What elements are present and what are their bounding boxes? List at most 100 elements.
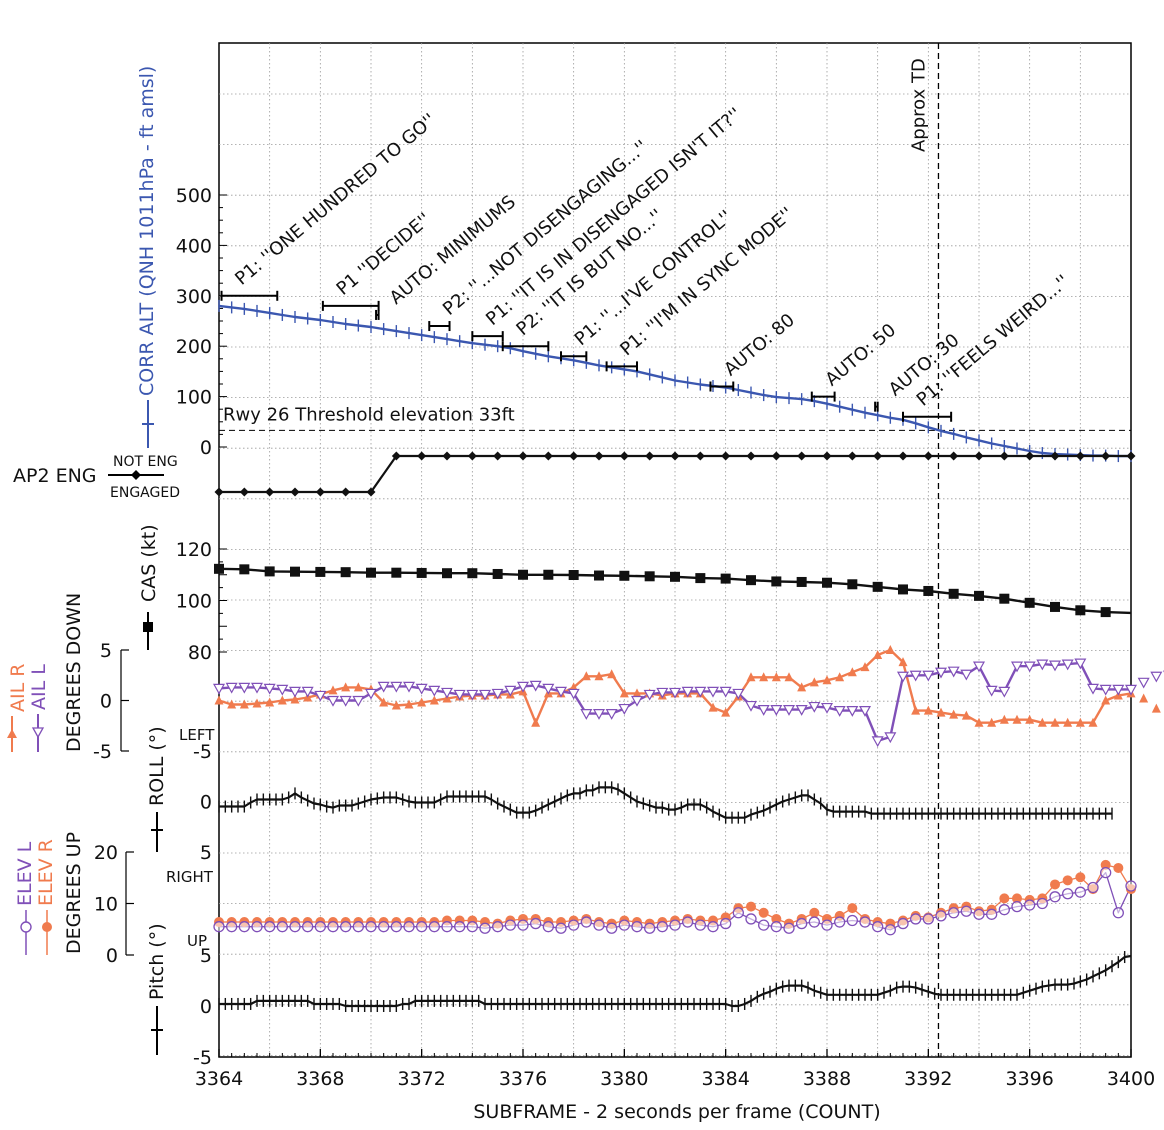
pitch-tick-label: 0 xyxy=(200,996,212,1018)
cas-point xyxy=(1101,607,1111,617)
pitch-tick-label: 5 xyxy=(200,945,212,967)
elev-l-point xyxy=(746,914,756,924)
ap2-point xyxy=(924,452,933,461)
elev-l-point xyxy=(683,917,693,927)
cas-axis-title: CAS (kt) xyxy=(138,524,160,602)
elev-l-point xyxy=(290,922,300,932)
pitch-tick-label: -5 xyxy=(193,1047,212,1069)
elev-l-point xyxy=(467,922,477,932)
cas-point xyxy=(898,584,908,594)
cas-point xyxy=(822,578,832,588)
alt-tick-label: 100 xyxy=(176,387,212,409)
elev-l-point xyxy=(1088,883,1098,893)
ail-r-point xyxy=(886,645,895,654)
elev-l-point xyxy=(341,922,351,932)
elev-l-point xyxy=(493,922,503,932)
cas-point xyxy=(290,567,300,577)
cas-tick-label: 100 xyxy=(176,591,212,613)
elev-l-point xyxy=(708,922,718,932)
elev-l-point xyxy=(1025,900,1035,910)
ail-l-point xyxy=(1151,672,1161,681)
elev-l-point xyxy=(797,919,807,929)
x-tick-label: 3372 xyxy=(397,1068,445,1090)
elev-l-point xyxy=(442,922,452,932)
elev-l-point xyxy=(974,909,984,919)
elev-l-point xyxy=(1075,887,1085,897)
roll-tick-label: 5 xyxy=(200,842,212,864)
elev-l-point xyxy=(569,920,579,930)
cas-point xyxy=(518,570,528,580)
elev-r-legend-label: ELEV R xyxy=(35,839,57,906)
elev-l-point xyxy=(1063,889,1073,899)
elev-l-legend-label: ELEV L xyxy=(14,841,36,906)
elev-l-point xyxy=(987,909,997,919)
elev-l-point xyxy=(809,917,819,927)
ap2-point xyxy=(772,452,781,461)
elev-l-point xyxy=(721,919,731,929)
cas-point xyxy=(467,568,477,578)
ap2-point xyxy=(899,452,908,461)
ap2-point xyxy=(848,452,857,461)
ap2-legend-marker xyxy=(131,470,141,480)
alt-tick-label: 0 xyxy=(200,437,212,459)
roll-markers xyxy=(219,781,1112,823)
threshold-label: Rwy 26 Threshold elevation 33ft xyxy=(223,404,515,425)
ail-l-legend-marker xyxy=(33,728,43,737)
ap2-point xyxy=(265,488,274,497)
ap2-point xyxy=(493,452,502,461)
ail-l-markers xyxy=(214,659,1164,746)
elev-l-point xyxy=(923,914,933,924)
cas-point xyxy=(923,586,933,596)
cas-point xyxy=(341,567,351,577)
cas-point xyxy=(1050,602,1060,612)
elev-l-point xyxy=(417,922,427,932)
roll-tick-label: -5 xyxy=(193,741,212,763)
elev-l-point xyxy=(518,920,528,930)
ail-tick-label: 0 xyxy=(100,691,112,713)
ap2-point xyxy=(671,452,680,461)
elev-l-point xyxy=(480,923,490,933)
ail-tick-label: 5 xyxy=(100,640,112,662)
cas-markers xyxy=(214,564,1111,617)
ap2-point xyxy=(975,452,984,461)
x-tick-label: 3376 xyxy=(499,1068,547,1090)
elev-l-point xyxy=(898,919,908,929)
elev-r-point xyxy=(1075,872,1085,882)
pitch-markers xyxy=(219,951,1125,1012)
ail-r-legend-label: AIL R xyxy=(7,664,29,712)
ail-tick-label: -5 xyxy=(93,741,112,763)
ail-l-point xyxy=(873,737,883,746)
elev-l-point xyxy=(645,923,655,933)
elev-l-point xyxy=(1126,881,1136,891)
cas-point xyxy=(493,569,503,579)
pitch-axis-title: Pitch (°) xyxy=(146,923,168,1000)
ap2-point xyxy=(544,452,553,461)
callout-text: P1: ''ONE HUNDRED TO GO'' xyxy=(231,110,440,290)
ap2-point xyxy=(620,452,629,461)
cas-point xyxy=(847,579,857,589)
elev-l-point xyxy=(885,925,895,935)
ap2-point xyxy=(1127,452,1136,461)
ap2-point xyxy=(1101,452,1110,461)
ap2-point xyxy=(215,488,224,497)
elev-l-point xyxy=(581,917,591,927)
roll-axis-title: ROLL (°) xyxy=(146,726,168,806)
x-tick-label: 3400 xyxy=(1107,1068,1155,1090)
ap2-point xyxy=(443,452,452,461)
elev-r-point xyxy=(1113,863,1123,873)
elev-axis-title: DEGREES UP xyxy=(63,832,85,954)
elev-r-point xyxy=(999,893,1009,903)
ap2-point xyxy=(240,488,249,497)
elev-l-point xyxy=(505,920,515,930)
elev-l-point xyxy=(771,922,781,932)
elev-tick-label: 20 xyxy=(94,842,118,864)
alt-tick-label: 400 xyxy=(176,235,212,257)
cas-point xyxy=(1025,598,1035,608)
elev-l-point xyxy=(328,922,338,932)
cas-point xyxy=(721,574,731,584)
ail-axis-title: DEGREES DOWN xyxy=(63,593,85,752)
cas-point xyxy=(315,567,325,577)
elev-l-point xyxy=(936,911,946,921)
x-axis-title: SUBFRAME - 2 seconds per frame (COUNT) xyxy=(473,1101,880,1123)
